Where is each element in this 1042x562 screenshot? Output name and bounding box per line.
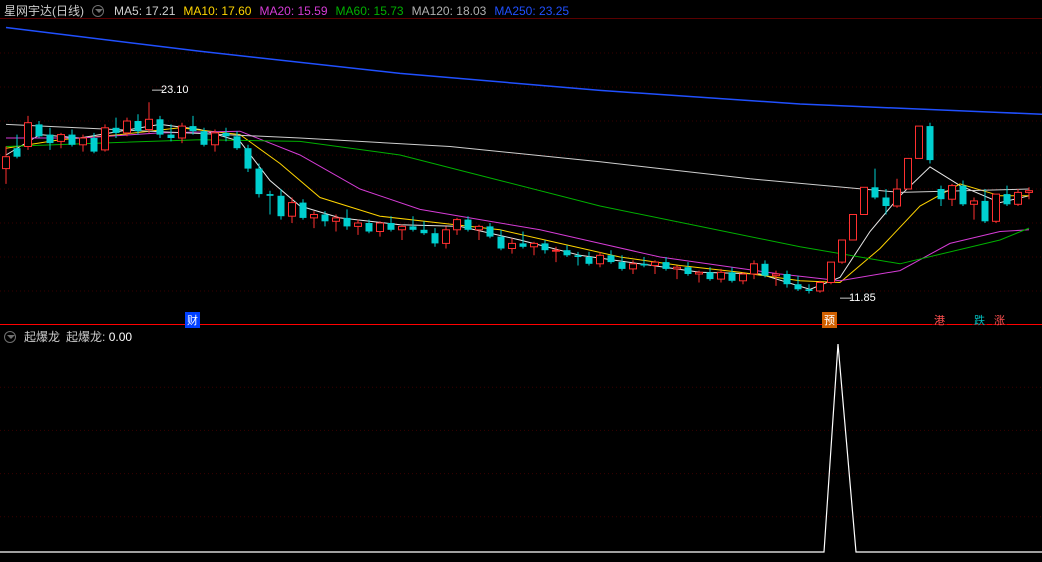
event-badge[interactable]: 预 xyxy=(822,312,837,328)
sub-chart-svg xyxy=(0,344,1042,560)
chevron-down-icon[interactable] xyxy=(4,331,16,343)
ma-indicator-4: MA120: 18.03 xyxy=(412,4,487,18)
sub-indicator-chart[interactable] xyxy=(0,344,1042,560)
indicator-name: 起爆龙 xyxy=(24,328,60,345)
event-badge[interactable]: 财 xyxy=(185,312,200,328)
event-badge[interactable]: 跌 xyxy=(972,312,987,328)
event-badge[interactable]: 涨 xyxy=(992,312,1007,328)
event-badge[interactable]: 港 xyxy=(932,312,947,328)
indicator-series: 起爆龙: 0.00 xyxy=(66,328,132,345)
chevron-down-icon[interactable] xyxy=(92,5,104,17)
ma-indicator-0: MA5: 17.21 xyxy=(114,4,175,18)
stock-title: 星网宇达(日线) xyxy=(4,2,84,19)
ma-indicator-3: MA60: 15.73 xyxy=(336,4,404,18)
ma-indicator-1: MA10: 17.60 xyxy=(183,4,251,18)
panel-divider[interactable] xyxy=(0,324,1042,325)
low-price-label: —11.85 xyxy=(840,292,876,304)
high-price-label: —23.10 xyxy=(152,84,189,96)
ma-indicator-5: MA250: 23.25 xyxy=(494,4,569,18)
main-chart-svg xyxy=(0,19,1042,325)
ma-indicator-2: MA20: 15.59 xyxy=(259,4,327,18)
sub-chart-header: 起爆龙 起爆龙: 0.00 xyxy=(4,328,132,345)
main-chart-header: 星网宇达(日线) MA5: 17.21 MA10: 17.60 MA20: 15… xyxy=(4,2,569,19)
main-price-chart[interactable]: —23.10 —11.85 xyxy=(0,18,1042,324)
